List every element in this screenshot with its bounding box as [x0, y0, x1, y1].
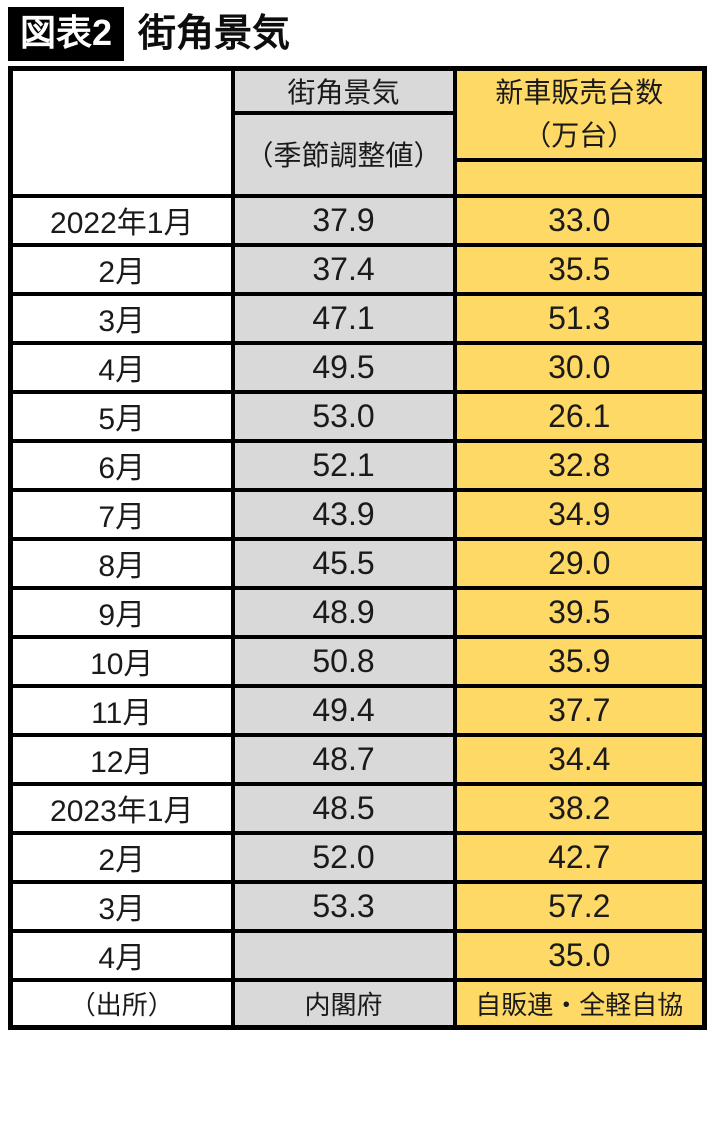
table-row: 10月 50.8 35.9	[8, 634, 707, 688]
machikado-cell: 48.9	[230, 585, 457, 639]
cars-cell: 33.0	[452, 193, 707, 247]
month-cell: 7月	[8, 487, 235, 541]
table-row: 9月 48.9 39.5	[8, 585, 707, 639]
source-label: （出所）	[8, 977, 235, 1030]
cars-cell: 26.1	[452, 389, 707, 443]
table-row: 12月 48.7 34.4	[8, 732, 707, 786]
month-cell: 12月	[8, 732, 235, 786]
month-cell: 4月	[8, 340, 235, 394]
header-cars-title-line1: 新車販売台数	[495, 77, 664, 108]
month-cell: 2月	[8, 830, 235, 884]
table-row: 2023年1月 48.5 38.2	[8, 781, 707, 835]
machikado-cell: 50.8	[230, 634, 457, 688]
table-row: 4月 49.5 30.0	[8, 340, 707, 394]
figure-title: 図表2 街角景気	[8, 6, 702, 62]
table-row: 5月 53.0 26.1	[8, 389, 707, 443]
month-cell: 2022年1月	[8, 193, 235, 247]
cars-cell: 35.9	[452, 634, 707, 688]
table-row: 3月 47.1 51.3	[8, 291, 707, 345]
month-cell: 6月	[8, 438, 235, 492]
header-cars-empty-cell	[452, 157, 707, 198]
machikado-cell: 53.0	[230, 389, 457, 443]
machikado-cell: 52.0	[230, 830, 457, 884]
machikado-cell: 49.5	[230, 340, 457, 394]
cars-cell: 34.4	[452, 732, 707, 786]
cars-cell: 42.7	[452, 830, 707, 884]
machikado-cell: 37.9	[230, 193, 457, 247]
header-machikado-subtitle: （季節調整値）	[230, 111, 457, 198]
cars-cell: 57.2	[452, 879, 707, 933]
cars-cell: 51.3	[452, 291, 707, 345]
machikado-cell: 52.1	[230, 438, 457, 492]
table-row: 2月 37.4 35.5	[8, 242, 707, 296]
machikado-cell: 49.4	[230, 683, 457, 737]
month-cell: 2023年1月	[8, 781, 235, 835]
data-table: 街角景気 新車販売台数 （万台） （季節調整値） 2022年1月 37.9 33…	[8, 66, 707, 1031]
cars-cell: 38.2	[452, 781, 707, 835]
cars-cell: 35.0	[452, 928, 707, 982]
header-row: 街角景気 新車販売台数 （万台）	[8, 66, 707, 198]
page-title: 街角景気	[138, 13, 291, 55]
cars-cell: 29.0	[452, 536, 707, 590]
month-cell: 5月	[8, 389, 235, 443]
month-cell: 10月	[8, 634, 235, 688]
machikado-cell: 47.1	[230, 291, 457, 345]
cars-cell: 32.8	[452, 438, 707, 492]
month-cell: 3月	[8, 879, 235, 933]
cars-cell: 39.5	[452, 585, 707, 639]
source-machikado: 内閣府	[230, 977, 457, 1030]
figure-label-badge: 図表2	[8, 7, 125, 61]
table-row: 2022年1月 37.9 33.0	[8, 193, 707, 247]
header-cars-unit: （万台）	[523, 120, 636, 152]
machikado-cell: 48.7	[230, 732, 457, 786]
month-cell: 11月	[8, 683, 235, 737]
cars-cell: 34.9	[452, 487, 707, 541]
machikado-cell: 48.5	[230, 781, 457, 835]
month-cell: 8月	[8, 536, 235, 590]
table-row: 8月 45.5 29.0	[8, 536, 707, 590]
machikado-cell: 37.4	[230, 242, 457, 296]
header-machikado-title: 街角景気	[230, 66, 457, 115]
header-row-sub: （季節調整値）	[11, 111, 705, 198]
table-row: 7月 43.9 34.9	[8, 487, 707, 541]
machikado-cell: 43.9	[230, 487, 457, 541]
machikado-cell-empty	[230, 928, 457, 982]
cars-cell: 30.0	[452, 340, 707, 394]
header-empty-cell	[8, 66, 235, 198]
table-row: 2月 52.0 42.7	[8, 830, 707, 884]
machikado-cell: 45.5	[230, 536, 457, 590]
header-row-sub2	[11, 157, 707, 198]
machikado-cell: 53.3	[230, 879, 457, 933]
table-row: 11月 49.4 37.7	[8, 683, 707, 737]
month-cell: 3月	[8, 291, 235, 345]
table-row: 4月 35.0	[8, 928, 707, 982]
month-cell: 2月	[8, 242, 235, 296]
month-cell: 9月	[8, 585, 235, 639]
source-row: （出所） 内閣府 自販連・全軽自協	[8, 977, 707, 1030]
cars-cell: 35.5	[452, 242, 707, 296]
source-cars: 自販連・全軽自協	[452, 977, 707, 1030]
cars-cell: 37.7	[452, 683, 707, 737]
table-row: 6月 52.1 32.8	[8, 438, 707, 492]
header-cars-title: 新車販売台数 （万台）	[452, 66, 707, 162]
table-row: 3月 53.3 57.2	[8, 879, 707, 933]
month-cell: 4月	[8, 928, 235, 982]
